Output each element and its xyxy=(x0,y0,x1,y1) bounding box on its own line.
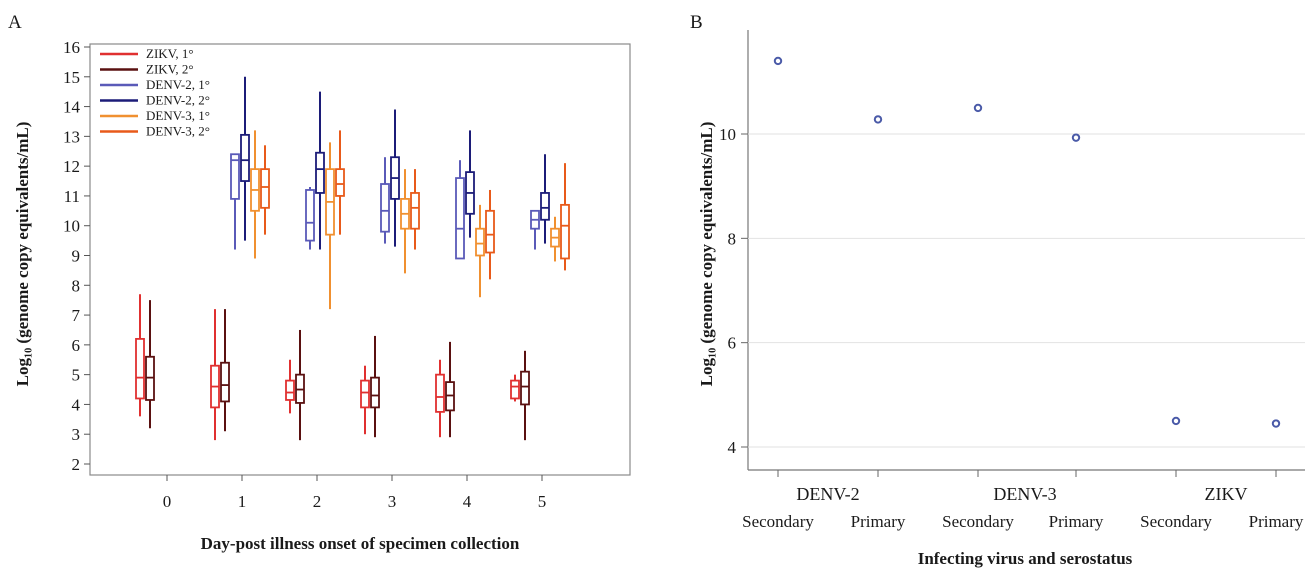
y-tick-label: 3 xyxy=(72,425,81,444)
panel-b-scatter: 4 6 8 10 Secondary Primary Secondary Primary Sec… xyxy=(697,30,1305,568)
x-subcategory-label: Primary xyxy=(1049,512,1104,531)
y-tick-label: 12 xyxy=(63,157,80,176)
data-point xyxy=(1173,418,1179,424)
panel-a-label: A xyxy=(8,12,22,33)
box-iqr xyxy=(306,190,314,241)
y-axis-title: Log₁₀ (genome copy equivalents/mL) xyxy=(697,122,716,387)
y-axis-title: Log₁₀ (genome copy equivalents/mL) xyxy=(13,122,32,387)
box-iqr xyxy=(456,178,464,258)
legend-entry: DENV-2, 2° xyxy=(146,93,210,108)
data-point xyxy=(1273,420,1279,426)
x-tick-label: 2 xyxy=(313,492,322,511)
legend-entry: DENV-2, 1° xyxy=(146,77,210,92)
data-point xyxy=(875,116,881,122)
box-iqr xyxy=(476,229,484,256)
y-tick-label: 6 xyxy=(72,336,81,355)
box-iqr xyxy=(361,381,369,408)
x-tick-label: 1 xyxy=(238,492,247,511)
box-iqr xyxy=(371,378,379,408)
data-point xyxy=(1073,134,1079,140)
box-iqr xyxy=(521,372,529,405)
y-tick-label: 10 xyxy=(63,217,80,236)
y-tick-label: 8 xyxy=(72,276,81,295)
y-tick-label: 2 xyxy=(72,455,81,474)
x-subcategory-label: Primary xyxy=(851,512,906,531)
box-iqr xyxy=(336,169,344,196)
x-subcategory-label: Secondary xyxy=(1140,512,1212,531)
x-subcategory-label: Secondary xyxy=(942,512,1014,531)
box-iqr xyxy=(486,211,494,253)
y-tick-label: 4 xyxy=(72,395,81,414)
legend-entry: ZIKV, 1° xyxy=(146,46,194,61)
box-iqr xyxy=(241,135,249,181)
y-tick-label: 9 xyxy=(72,247,81,266)
box-iqr xyxy=(381,184,389,232)
box-iqr xyxy=(436,375,444,412)
box-iqr xyxy=(221,363,229,402)
box-iqr xyxy=(286,381,294,400)
y-tick-label: 8 xyxy=(728,229,737,248)
box-iqr xyxy=(136,339,144,399)
box-iqr xyxy=(541,193,549,220)
y-tick-label: 13 xyxy=(63,127,80,146)
box-iqr xyxy=(561,205,569,259)
y-tick-label: 10 xyxy=(719,125,736,144)
x-subcategory-label: Secondary xyxy=(742,512,814,531)
y-tick-label: 5 xyxy=(72,366,81,385)
x-tick-label: 4 xyxy=(463,492,472,511)
box-iqr xyxy=(411,193,419,229)
y-tick-label: 4 xyxy=(728,438,737,457)
y-tick-label: 16 xyxy=(63,38,80,57)
legend-entry: DENV-3, 2° xyxy=(146,124,210,139)
x-axis-title: Infecting virus and serostatus xyxy=(918,549,1133,568)
x-group-label: DENV-3 xyxy=(993,484,1056,504)
x-tick-label: 0 xyxy=(163,492,172,511)
legend-entry: ZIKV, 2° xyxy=(146,62,194,77)
y-tick-label: 11 xyxy=(64,187,80,206)
data-point xyxy=(775,58,781,64)
y-tick-label: 14 xyxy=(63,98,81,117)
box-iqr xyxy=(511,381,519,399)
x-axis-title: Day-post illness onset of specimen colle… xyxy=(201,534,520,553)
panel-b-label: B xyxy=(690,12,703,33)
box-iqr xyxy=(316,153,324,193)
box-iqr xyxy=(261,169,269,208)
x-group-label: ZIKV xyxy=(1205,484,1248,504)
x-tick-label: 5 xyxy=(538,492,547,511)
y-tick-label: 7 xyxy=(72,306,81,325)
x-group-label: DENV-2 xyxy=(796,484,859,504)
x-subcategory-label: Primary xyxy=(1249,512,1304,531)
y-tick-label: 6 xyxy=(728,334,737,353)
x-tick-label: 3 xyxy=(388,492,397,511)
legend-entry: DENV-3, 1° xyxy=(146,108,210,123)
y-tick-label: 15 xyxy=(63,68,80,87)
data-point xyxy=(975,105,981,111)
